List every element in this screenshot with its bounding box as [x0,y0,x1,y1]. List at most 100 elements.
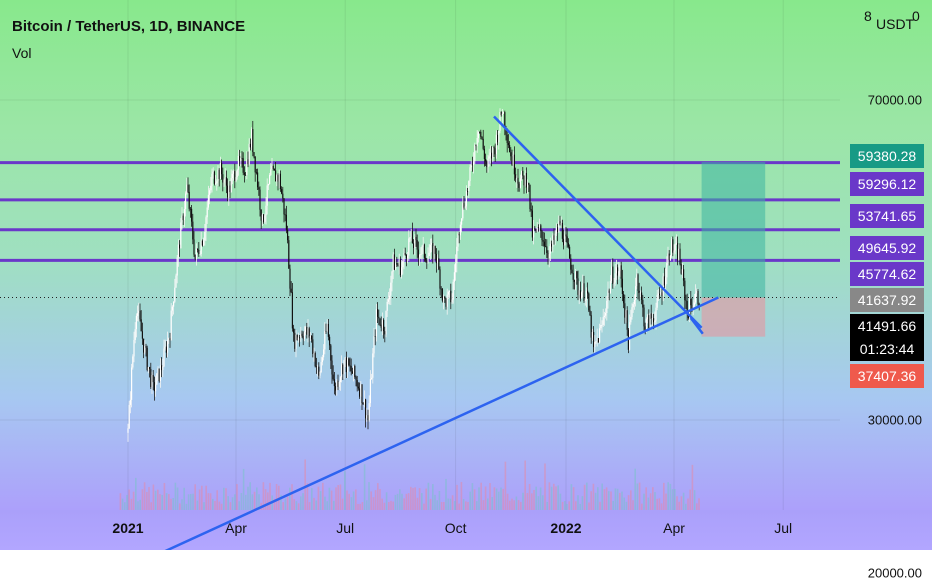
candle-body [456,246,458,264]
candle-body [288,240,290,269]
candle-body [671,239,673,256]
candle-body [386,301,388,311]
candle-body [522,170,524,176]
candle-body [170,310,172,341]
candle-body [641,292,643,300]
volume-bar [143,482,146,510]
candle-body [131,367,133,400]
volume-bar [282,502,284,510]
candle-body [462,202,464,219]
candle-body [546,246,548,253]
candle-body [659,293,661,296]
x-tick-label: Apr [663,520,685,536]
candle-body [452,281,454,300]
chart-canvas[interactable] [0,0,932,550]
volume-bar [421,493,423,510]
candle-body [444,296,446,299]
volume-bar [652,487,654,510]
volume-bar [159,494,161,510]
volume-bar [691,464,694,510]
candle-body [662,276,664,296]
candle-body [411,230,413,244]
candle-body [127,428,129,433]
candle-body [395,263,397,270]
volume-indicator-label[interactable]: Vol [12,45,32,61]
volume-bar [517,500,520,510]
candle-body [503,112,505,114]
candle-body [672,239,674,253]
candle-body [557,227,559,233]
chart-title: Bitcoin / TetherUS, 1D, BINANCE [12,18,246,35]
volume-bar [335,487,337,510]
candle-body [551,243,553,247]
candle-body [383,319,385,332]
candle-body [204,231,206,241]
volume-bar [480,482,482,510]
candle-body [528,183,530,185]
volume-bar [513,500,515,510]
volume-bar [194,484,196,510]
price-label[interactable]: 41491.66 [850,314,924,338]
volume-bar [619,492,621,510]
volume-bar [333,500,335,510]
candle-body [243,172,245,175]
candle-body [517,177,519,184]
candle-body [629,322,631,350]
x-tick-label: Apr [225,520,247,536]
price-label[interactable]: 49645.92 [850,236,924,260]
volume-bar [348,493,350,510]
candle-body [571,269,573,274]
candle-body [265,205,267,216]
price-label[interactable]: 59296.12 [850,172,924,196]
candle-body [620,265,622,279]
volume-bar [498,491,500,510]
candle-body [475,144,477,147]
volume-bar [680,496,683,510]
candle-body [391,271,393,283]
candle-body [210,185,212,191]
candle-body [421,246,423,255]
candle-body [150,369,152,387]
volume-bar [280,494,282,510]
candle-body [331,360,333,375]
volume-bar [284,498,287,510]
volume-bar [500,487,502,510]
candle-body [398,259,400,266]
time-axis[interactable] [0,510,932,550]
candle-body [617,267,619,276]
candle-body [181,215,183,223]
candle-body [309,335,311,338]
volume-bar [245,494,247,510]
candle-body [650,313,652,319]
candle-body [275,170,277,182]
volume-bar [350,497,353,510]
volume-bar [539,487,542,510]
price-label[interactable]: 59380.28 [850,144,924,168]
volume-bar [214,500,216,510]
volume-bar [557,485,559,510]
volume-bar [566,503,568,510]
candle-body [297,337,299,341]
price-label[interactable]: 37407.36 [850,364,924,388]
volume-bar [432,484,434,510]
price-label[interactable]: 01:23:44 [850,337,924,361]
candle-body [560,222,562,225]
candle-body [183,209,185,221]
volume-bar [667,482,669,510]
candle-body [392,254,394,272]
candle-body [353,365,355,374]
price-label[interactable]: 45774.62 [850,262,924,286]
volume-bar [460,482,463,510]
candle-body [600,324,602,329]
candle-body [327,323,329,337]
candle-body [655,307,657,321]
x-tick-label: Jul [774,520,793,536]
candle-body [356,380,358,387]
price-label[interactable]: 53741.65 [850,204,924,228]
price-label[interactable]: 41637.92 [850,288,924,312]
candle-body [613,282,615,285]
candle-body [263,214,265,222]
candle-body [171,306,173,311]
volume-bar [300,496,302,510]
candle-body [319,371,321,376]
